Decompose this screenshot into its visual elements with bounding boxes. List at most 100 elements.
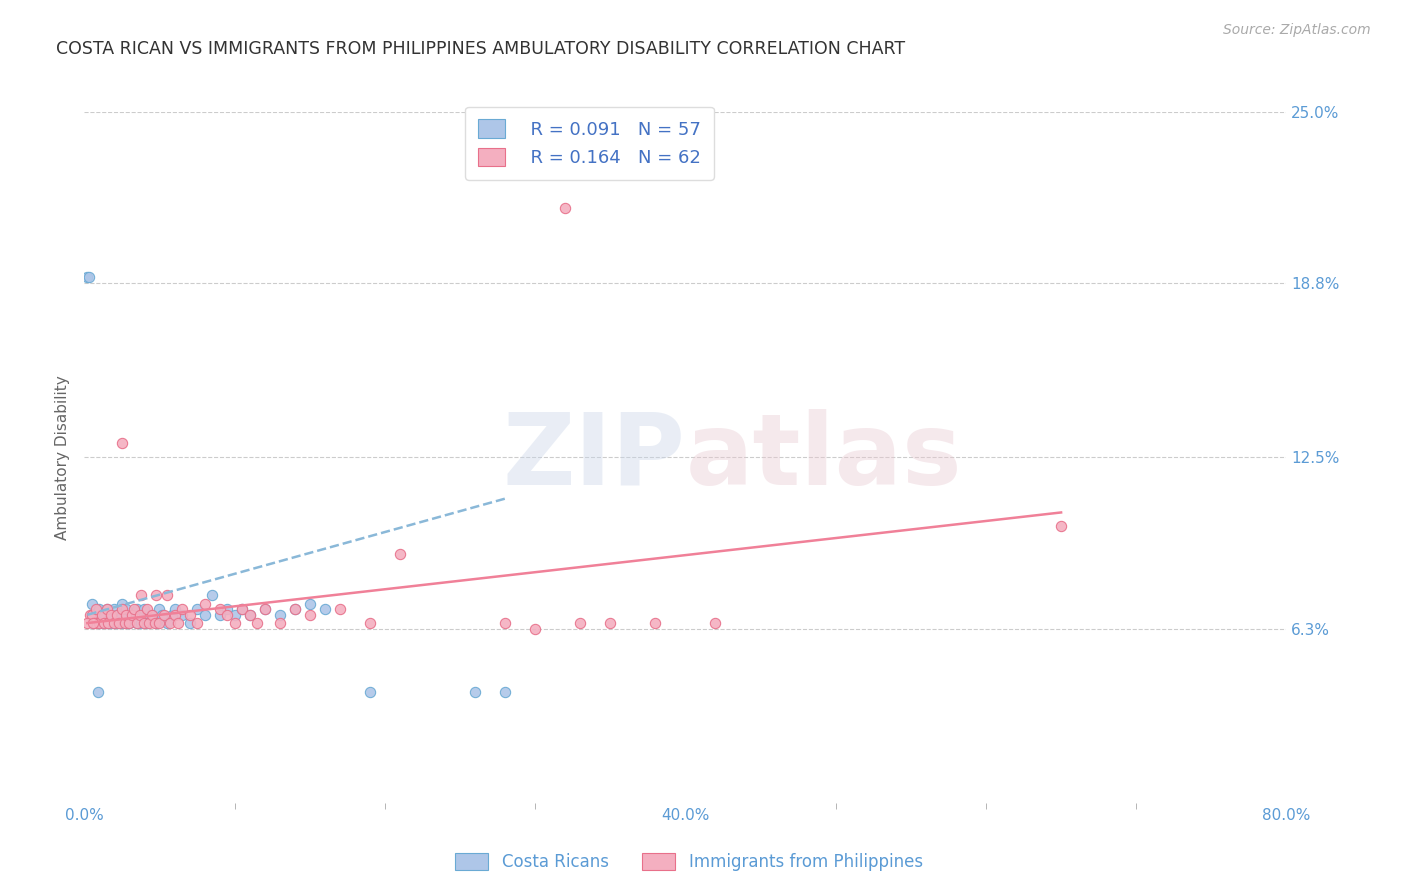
Point (186, 615, 208, 630)
Point (77, 270, 100, 285)
Point (224, 615, 246, 630)
Point (253, 602, 276, 616)
Point (359, 615, 381, 630)
Point (269, 615, 291, 630)
Point (179, 615, 201, 630)
Point (359, 685, 381, 699)
Point (76, 615, 98, 630)
Point (253, 602, 276, 616)
Point (141, 607, 163, 622)
Point (93, 607, 115, 622)
Point (96, 615, 118, 630)
Point (121, 607, 143, 622)
Point (284, 602, 307, 616)
Point (152, 607, 174, 622)
Legend: Costa Ricans, Immigrants from Philippines: Costa Ricans, Immigrants from Philippine… (447, 845, 931, 880)
Point (115, 615, 138, 630)
Point (201, 589, 224, 603)
Point (121, 607, 143, 622)
Point (166, 615, 188, 630)
Text: COSTA RICAN VS IMMIGRANTS FROM PHILIPPINES AMBULATORY DISABILITY CORRELATION CHA: COSTA RICAN VS IMMIGRANTS FROM PHILIPPIN… (56, 40, 905, 58)
Point (108, 615, 131, 630)
Point (131, 615, 153, 630)
Point (103, 602, 125, 616)
Y-axis label: Ambulatory Disability: Ambulatory Disability (55, 375, 70, 540)
Point (89, 615, 111, 630)
Point (156, 589, 179, 603)
Point (129, 607, 152, 622)
Point (91, 615, 114, 630)
Point (284, 602, 307, 616)
Text: Source: ZipAtlas.com: Source: ZipAtlas.com (1223, 23, 1371, 37)
Point (114, 615, 136, 630)
Point (704, 615, 727, 630)
Point (186, 602, 208, 616)
Point (224, 607, 246, 622)
Point (100, 607, 122, 622)
Point (159, 615, 181, 630)
Point (107, 615, 129, 630)
Point (86, 607, 108, 622)
Point (644, 615, 666, 630)
Point (134, 602, 156, 616)
Point (208, 602, 231, 616)
Point (93, 615, 115, 630)
Point (122, 602, 145, 616)
Point (599, 615, 621, 630)
Point (246, 615, 269, 630)
Point (111, 602, 134, 616)
Point (239, 607, 262, 622)
Point (194, 607, 217, 622)
Point (554, 202, 576, 216)
Point (80, 607, 103, 622)
Point (494, 615, 516, 630)
Point (170, 607, 193, 622)
Point (96, 602, 118, 616)
Point (145, 589, 167, 603)
Point (163, 607, 186, 622)
Point (148, 602, 170, 616)
Point (464, 685, 486, 699)
Point (494, 685, 516, 699)
Point (111, 597, 134, 611)
Point (329, 602, 352, 616)
Point (107, 607, 129, 622)
Point (1050, 519, 1073, 533)
Legend:   R = 0.091   N = 57,   R = 0.164   N = 62: R = 0.091 N = 57, R = 0.164 N = 62 (465, 107, 714, 179)
Point (79, 607, 101, 622)
Point (91, 607, 114, 622)
Point (298, 597, 321, 611)
Point (111, 607, 134, 622)
Point (87, 685, 110, 699)
Point (89, 615, 111, 630)
Point (217, 602, 239, 616)
Point (314, 602, 336, 616)
Point (107, 607, 129, 622)
Point (163, 602, 186, 616)
Point (298, 607, 321, 622)
Point (125, 602, 148, 616)
Point (179, 607, 201, 622)
Point (194, 597, 217, 611)
Point (160, 607, 183, 622)
Point (125, 615, 148, 630)
Point (97, 615, 120, 630)
Point (115, 602, 138, 616)
Point (138, 615, 160, 630)
Point (156, 615, 179, 630)
Text: atlas: atlas (686, 409, 962, 506)
Point (125, 615, 148, 630)
Point (134, 607, 156, 622)
Point (208, 607, 231, 622)
Point (141, 607, 163, 622)
Point (115, 607, 138, 622)
Point (153, 607, 176, 622)
Point (269, 607, 291, 622)
Point (134, 615, 156, 630)
Point (231, 602, 253, 616)
Point (111, 615, 134, 630)
Point (86, 602, 108, 616)
Point (82, 615, 104, 630)
Point (100, 615, 122, 630)
Point (83, 615, 105, 630)
